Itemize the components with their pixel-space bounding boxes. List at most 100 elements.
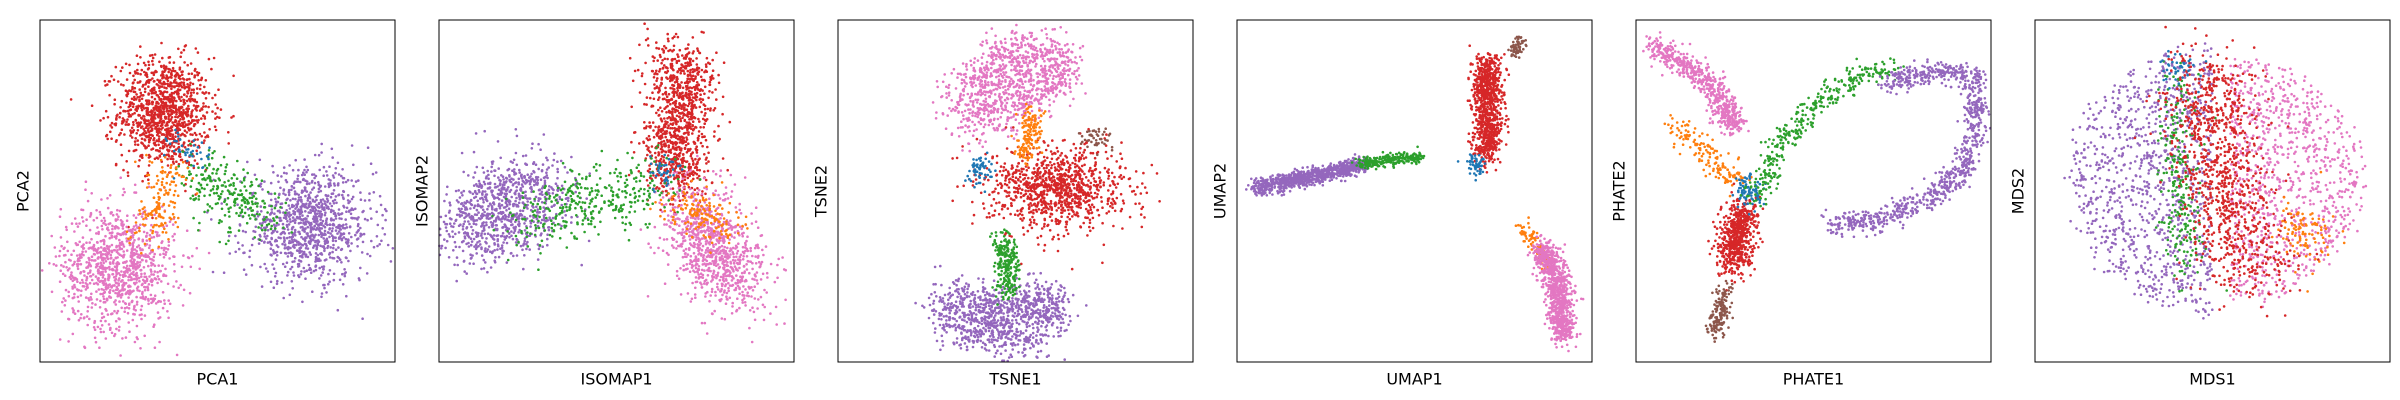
pca-point-pink xyxy=(130,290,134,293)
pca-point-pink xyxy=(84,250,88,253)
pca-point-purple xyxy=(292,186,296,190)
pca-point-red xyxy=(184,85,188,89)
pca-point-purple xyxy=(299,217,302,221)
pca-point-red xyxy=(110,121,114,125)
isomap-point-red xyxy=(653,72,656,76)
isomap-point-red xyxy=(672,90,675,93)
pca-point-purple xyxy=(338,217,341,220)
pca-point-red xyxy=(190,114,194,118)
pca-point-pink xyxy=(164,267,167,271)
isomap-point-red xyxy=(661,132,664,136)
isomap-point-red xyxy=(702,31,705,34)
isomap-point-red xyxy=(675,61,679,65)
pca-point-red xyxy=(183,61,186,64)
pca-point-blue xyxy=(199,151,202,154)
isomap-point-pink xyxy=(714,172,718,176)
pca-point-red xyxy=(217,88,220,91)
pca-point-purple xyxy=(331,192,335,195)
isomap-point-pink xyxy=(741,234,744,238)
pca-point-pink xyxy=(70,271,73,274)
pca-point-red xyxy=(166,164,170,167)
pca-point-pink xyxy=(129,255,133,259)
pca-point-orange xyxy=(186,166,190,170)
isomap-point-red xyxy=(678,199,682,202)
isomap-point-pink xyxy=(680,231,684,234)
isomap-point-red xyxy=(666,154,670,157)
pca-point-orange xyxy=(142,217,145,221)
pca-point-purple xyxy=(317,180,320,184)
isomap-point-red xyxy=(659,55,662,59)
pca-point-purple xyxy=(286,255,290,258)
pca-point-pink xyxy=(111,213,115,217)
isomap-point-red xyxy=(701,144,704,148)
isomap-point-red xyxy=(659,84,662,87)
pca-point-red xyxy=(179,134,182,137)
pca-point-purple xyxy=(330,204,334,208)
pca-point-red xyxy=(155,93,159,97)
pca-point-purple xyxy=(319,218,322,221)
pca-point-pink xyxy=(134,191,138,194)
pca-point-pink xyxy=(139,223,142,227)
pca-point-purple xyxy=(323,249,326,253)
pca-point-pink xyxy=(63,304,67,307)
pca-point-red xyxy=(149,78,152,82)
pca-point-pink xyxy=(167,316,170,320)
isomap-point-red xyxy=(659,157,663,161)
pca-point-pink xyxy=(83,345,86,349)
pca-point-pink xyxy=(115,288,119,292)
pca-point-red xyxy=(143,70,146,74)
pca-point-green xyxy=(220,184,224,187)
pca-point-pink xyxy=(76,280,79,284)
pca-point-blue xyxy=(172,149,176,153)
pca-point-purple xyxy=(334,217,338,220)
pca-point-purple xyxy=(337,173,341,176)
pca-point-blue xyxy=(176,131,179,135)
pca-point-purple xyxy=(352,163,355,167)
isomap-point-pink xyxy=(696,191,699,195)
pca-point-pink xyxy=(109,253,113,257)
pca-point-purple xyxy=(308,182,311,185)
isomap-point-red xyxy=(660,61,663,65)
pca-point-red xyxy=(169,157,172,160)
isomap-point-red xyxy=(702,126,705,129)
isomap-point-red xyxy=(671,203,675,206)
pca-point-purple xyxy=(299,199,302,202)
pca-point-pink xyxy=(120,270,123,273)
isomap-point-red xyxy=(651,69,655,73)
pca-point-pink xyxy=(86,310,89,313)
pca-point-orange xyxy=(163,193,166,196)
pca-point-red xyxy=(110,137,113,140)
isomap-point-red xyxy=(686,128,689,132)
pca-point-orange xyxy=(157,245,161,249)
pca-point-red xyxy=(109,124,112,127)
pca-point-red xyxy=(178,66,182,69)
isomap-point-red xyxy=(688,95,691,99)
isomap-point-red xyxy=(684,84,688,88)
pca-point-green xyxy=(233,204,236,207)
isomap-point-red xyxy=(642,140,645,144)
isomap-point-red xyxy=(699,75,703,79)
pca-point-purple xyxy=(275,230,279,234)
isomap-point-red xyxy=(657,125,661,129)
isomap-point-pink xyxy=(681,228,685,231)
pca-point-purple xyxy=(289,199,292,202)
pca-point-pink xyxy=(98,346,101,350)
isomap-point-red xyxy=(648,167,652,171)
isomap-point-red xyxy=(728,120,732,124)
isomap-point-red xyxy=(709,107,712,110)
pca-point-pink xyxy=(117,317,120,320)
pca-point-red xyxy=(186,63,189,67)
pca-point-red xyxy=(185,131,189,134)
pca-point-green xyxy=(189,185,193,188)
isomap-point-red xyxy=(688,80,691,83)
pca-point-red xyxy=(189,81,192,85)
pca-xlabel: PCA1 xyxy=(197,370,239,389)
isomap-point-pink xyxy=(663,282,667,286)
pca-point-pink xyxy=(98,306,102,309)
pca-point-pink xyxy=(133,228,137,231)
pca-point-pink xyxy=(134,273,138,277)
isomap-point-red xyxy=(703,92,706,96)
pca-point-purple xyxy=(309,224,312,227)
pca-point-purple xyxy=(332,223,336,227)
pca-point-red xyxy=(129,104,132,108)
